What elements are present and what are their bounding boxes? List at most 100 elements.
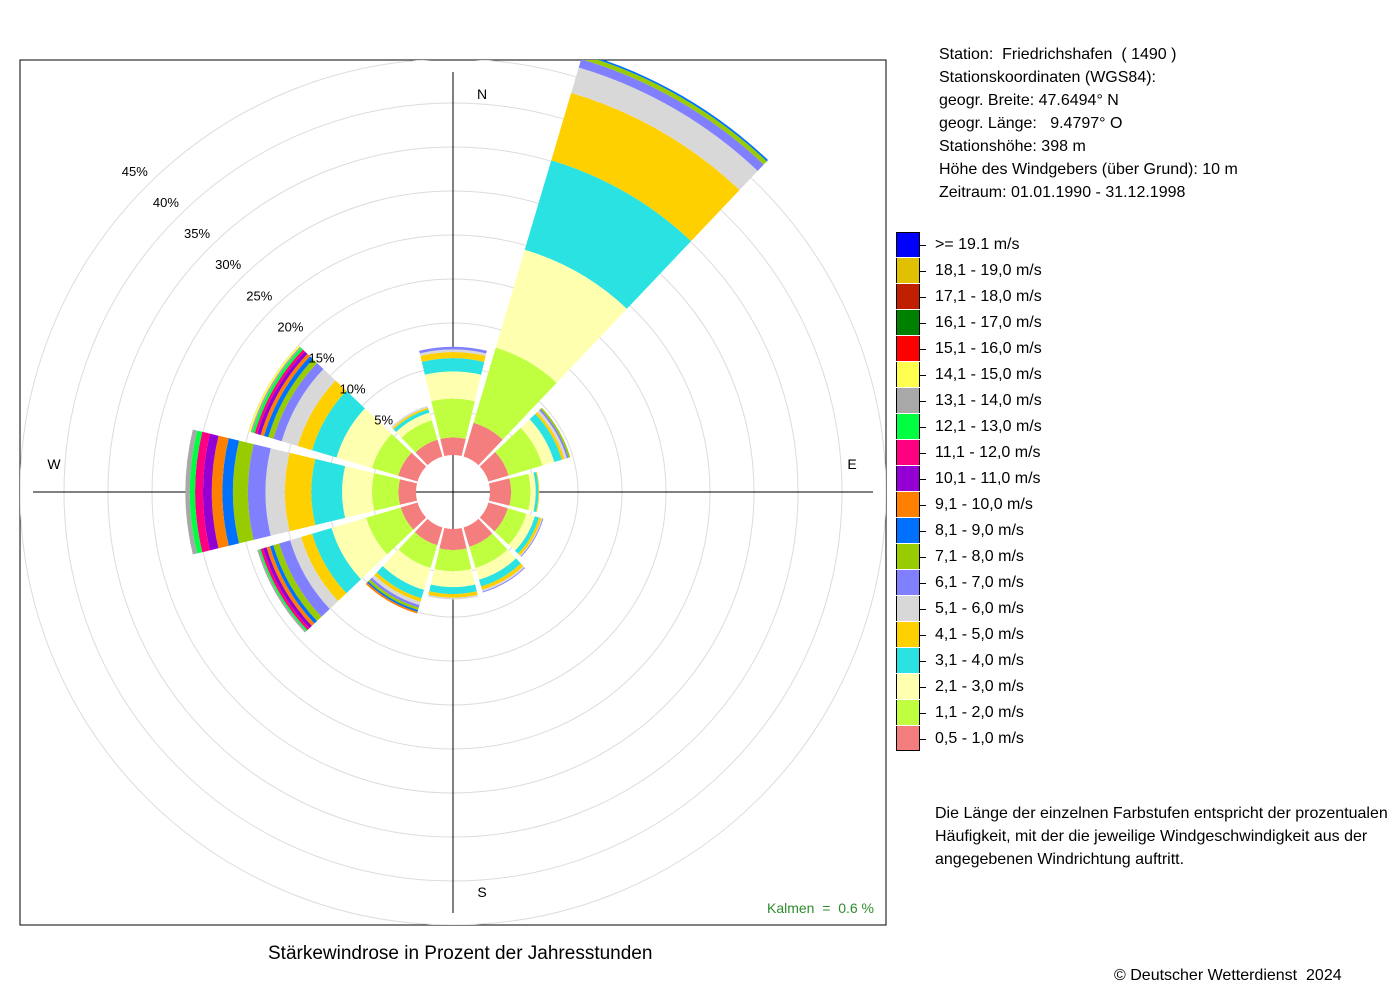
legend-swatch xyxy=(896,492,920,517)
legend-tick xyxy=(920,349,926,350)
radial-tick-label: 20% xyxy=(277,319,303,334)
legend-item: 12,1 - 13,0 m/s xyxy=(896,414,1296,440)
legend-item: 2,1 - 3,0 m/s xyxy=(896,674,1296,700)
wind-segment xyxy=(311,458,346,526)
legend-swatch xyxy=(896,570,920,595)
wind-segment xyxy=(400,502,427,530)
legend-tick xyxy=(920,505,926,506)
legend-item: 18,1 - 19,0 m/s xyxy=(896,258,1296,284)
wind-segment xyxy=(524,160,692,309)
station-elevation: Stationshöhe: 398 m xyxy=(939,138,1086,155)
legend-label: 10,1 - 11,0 m/s xyxy=(935,470,1041,487)
chart-title: Stärkewindrose in Prozent der Jahresstun… xyxy=(268,943,653,964)
wind-segment xyxy=(430,569,476,588)
station-longitude: geogr. Länge: 9.4797° O xyxy=(939,115,1123,132)
legend-swatch xyxy=(896,726,920,751)
wind-segment xyxy=(297,380,347,451)
wind-segment xyxy=(273,362,324,442)
legend-item: 8,1 - 9,0 m/s xyxy=(896,518,1296,544)
wind-segment xyxy=(428,591,478,598)
legend-tick xyxy=(920,453,926,454)
legend-item: 9,1 - 10,0 m/s xyxy=(896,492,1296,518)
wind-segment xyxy=(419,346,487,354)
wind-segment xyxy=(495,427,543,476)
wind-segment xyxy=(281,369,336,446)
wind-segment xyxy=(528,472,536,512)
legend-item: 10,1 - 11,0 m/s xyxy=(896,466,1296,492)
legend-swatch xyxy=(896,388,920,413)
legend-tick xyxy=(920,245,926,246)
wind-segment xyxy=(263,356,314,438)
wind-segment xyxy=(312,390,365,458)
wind-segment xyxy=(479,558,521,587)
compass-label-west: W xyxy=(47,456,61,472)
legend-label: 11,1 - 12,0 m/s xyxy=(935,444,1041,461)
legend-item: 1,1 - 2,0 m/s xyxy=(896,700,1296,726)
wind-segment xyxy=(266,546,315,626)
radial-tick-label: 25% xyxy=(246,288,272,303)
wind-segment xyxy=(479,451,509,482)
legend-tick xyxy=(920,687,926,688)
wind-segment xyxy=(540,407,571,458)
wind-segment xyxy=(571,67,758,191)
legend-swatch xyxy=(896,466,920,491)
wind-segment xyxy=(535,412,565,460)
calm-label: Kalmen = 0.6 % xyxy=(767,900,874,916)
legend-item: 17,1 - 18,0 m/s xyxy=(896,284,1296,310)
legend-item: 14,1 - 15,0 m/s xyxy=(896,362,1296,388)
wind-segment xyxy=(372,473,400,511)
wind-segment xyxy=(514,516,540,554)
radial-tick-label: 45% xyxy=(122,164,148,179)
copyright: © Deutscher Wetterdienst 2024 xyxy=(1114,967,1342,984)
wind-segment xyxy=(189,430,203,554)
wind-segment xyxy=(366,507,414,555)
wind-segment xyxy=(312,528,362,594)
legend-tick xyxy=(920,583,926,584)
anemometer-height: Höhe des Windgebers (über Grund): 10 m xyxy=(939,161,1238,178)
note-line-1: Die Länge der einzelnen Farbstufen entsp… xyxy=(935,805,1388,822)
legend-tick xyxy=(920,375,926,376)
wind-segment xyxy=(371,575,421,606)
wind-segment xyxy=(268,359,318,439)
wind-segment xyxy=(463,518,493,547)
legend-tick xyxy=(920,401,926,402)
wind-rose-chart: 5% 10% 15% 20% 25% 30% 35% 40% 45% N E S W Kalme… xyxy=(19,59,887,926)
wind-segment xyxy=(415,439,443,466)
legend-label: 16,1 - 17,0 m/s xyxy=(935,314,1042,331)
compass-label-south: S xyxy=(477,884,486,900)
wind-segment xyxy=(290,537,339,609)
wind-segment xyxy=(273,543,322,622)
legend-swatch xyxy=(896,674,920,699)
wind-segment xyxy=(469,533,508,568)
note-line-2: Häufigkeit, mit der die jeweilige Windge… xyxy=(935,828,1368,845)
wind-segment xyxy=(537,410,567,459)
wind-segment xyxy=(263,547,312,629)
wind-segment xyxy=(391,405,428,429)
wind-segment xyxy=(265,448,290,536)
legend-label: 3,1 - 4,0 m/s xyxy=(935,652,1024,669)
compass-label-north: N xyxy=(477,86,487,102)
wind-segment xyxy=(232,440,254,544)
legend-tick xyxy=(920,713,926,714)
station-coords-heading: Stationskoordinaten (WGS84): xyxy=(939,69,1156,86)
legend-tick xyxy=(920,479,926,480)
legend-label: 5,1 - 6,0 m/s xyxy=(935,600,1024,617)
wind-segment xyxy=(434,548,472,572)
wind-segment xyxy=(533,472,539,512)
legend-item: 7,1 - 8,0 m/s xyxy=(896,544,1296,570)
wind-segment xyxy=(420,352,486,362)
wind-segment xyxy=(211,435,229,549)
wind-segment xyxy=(203,433,219,551)
legend-swatch xyxy=(896,596,920,621)
wind-segment xyxy=(279,540,330,617)
wind-segment xyxy=(260,548,310,631)
wind-segment xyxy=(369,577,420,608)
radial-tick-label: 5% xyxy=(374,413,393,428)
legend-tick xyxy=(920,323,926,324)
wind-segment xyxy=(482,566,525,592)
wind-segment xyxy=(374,572,422,602)
wind-segment xyxy=(284,452,316,532)
wind-segment xyxy=(382,549,431,590)
legend-item: 4,1 - 5,0 m/s xyxy=(896,622,1296,648)
wind-segment xyxy=(254,349,305,434)
